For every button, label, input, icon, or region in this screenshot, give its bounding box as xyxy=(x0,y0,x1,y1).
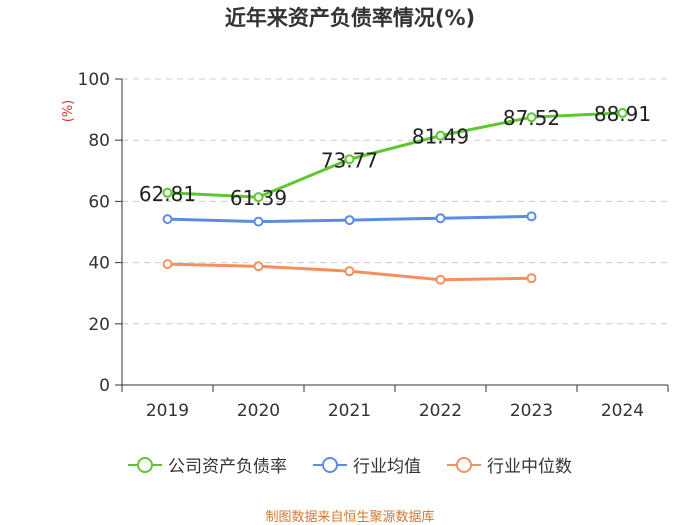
y-tick-label: 80 xyxy=(88,131,110,151)
data-point xyxy=(253,261,264,272)
data-point xyxy=(435,130,446,141)
data-point xyxy=(162,259,173,270)
source-note: 制图数据来自恒生聚源数据库 xyxy=(265,510,435,525)
data-point xyxy=(526,112,537,123)
data-label: 73.77 xyxy=(321,148,378,172)
y-axis-label: (%) xyxy=(61,100,76,123)
x-tick-label: 2022 xyxy=(419,401,462,421)
data-label: 81.49 xyxy=(412,125,469,149)
chart-title: 近年来资产负债率情况(%) xyxy=(224,6,476,30)
x-tick-label: 2021 xyxy=(328,401,371,421)
legend-label: 公司资产负债率 xyxy=(168,457,287,477)
data-label: 61.39 xyxy=(230,186,287,210)
y-tick-label: 20 xyxy=(88,315,110,335)
data-point xyxy=(526,273,537,284)
data-point xyxy=(617,107,628,118)
data-label: 87.52 xyxy=(503,106,560,130)
legend-label: 行业均值 xyxy=(353,457,421,477)
legend-item-industry-median[interactable]: 行业中位数 xyxy=(447,452,572,477)
legend-line-circle-icon xyxy=(313,456,347,473)
data-point xyxy=(435,213,446,224)
data-point xyxy=(526,211,537,222)
data-point xyxy=(253,216,264,227)
legend-line-circle-icon xyxy=(128,456,162,473)
gridlines xyxy=(122,78,668,325)
x-tick-label: 2023 xyxy=(510,401,553,421)
legend-line-circle-icon xyxy=(447,456,481,473)
axes: 0 20 40 60 80 100 2019 2020 2021 2022 2023 2024 (%) xyxy=(61,70,669,421)
legend: 公司资产负债率 行业均值 行业中位数 xyxy=(0,452,700,477)
y-tick-label: 0 xyxy=(99,376,110,396)
x-tick-label: 2024 xyxy=(601,401,644,421)
legend-item-company[interactable]: 公司资产负债率 xyxy=(128,452,287,477)
y-tick-label: 40 xyxy=(88,254,110,274)
data-point xyxy=(162,214,173,225)
data-label: 62.81 xyxy=(139,182,196,206)
series-line xyxy=(167,111,623,199)
y-tick-label: 100 xyxy=(78,70,110,90)
y-tick-label: 60 xyxy=(88,192,110,212)
legend-item-industry-mean[interactable]: 行业均值 xyxy=(313,452,421,477)
legend-label: 行业中位数 xyxy=(487,457,572,477)
x-tick-label: 2019 xyxy=(146,401,189,421)
data-point xyxy=(344,266,355,277)
x-tick-label: 2020 xyxy=(237,401,280,421)
data-label: 88.91 xyxy=(594,102,651,126)
data-point xyxy=(162,187,173,198)
series xyxy=(162,107,628,285)
data-point xyxy=(253,192,264,203)
data-labels: 62.81 61.39 73.77 81.49 87.52 88.91 xyxy=(139,102,651,210)
data-point xyxy=(344,215,355,226)
data-point xyxy=(435,274,446,285)
data-point xyxy=(344,154,355,165)
